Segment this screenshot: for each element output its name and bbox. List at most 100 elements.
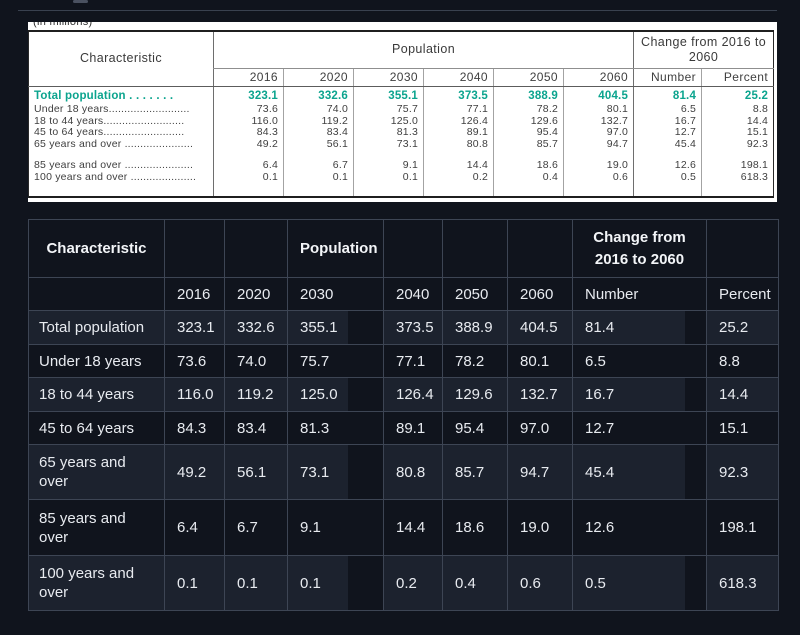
cell: 0.1 — [224, 555, 288, 611]
column-spacer — [347, 444, 384, 500]
column-spacer — [347, 277, 384, 311]
census-row: 65 years and over ......................… — [29, 138, 774, 150]
census-row-label: Under 18 years.......................... — [34, 104, 190, 116]
census-cell: 0.6 — [562, 171, 634, 183]
census-table-image[interactable]: (in millions) Characteristic Population … — [28, 22, 777, 202]
header-empty — [383, 219, 443, 278]
cell: 119.2 — [224, 377, 288, 412]
header-empty — [28, 277, 165, 311]
census-total-label: Total population . . . . . . . — [34, 90, 174, 102]
cell: 94.7 — [507, 444, 573, 500]
table-row: 100 years and over 0.1 0.1 0.1 0.2 0.4 0… — [28, 555, 779, 611]
content-divider — [18, 10, 777, 11]
census-cell: 0.1 — [213, 171, 284, 183]
cell: 129.6 — [442, 377, 508, 412]
col-percent: Percent — [706, 277, 779, 311]
census-header-characteristic: Characteristic — [28, 31, 214, 87]
cell: 132.7 — [507, 377, 573, 412]
row-label: 65 years and over — [28, 444, 165, 500]
cell: 78.2 — [442, 344, 508, 378]
census-cell: 81.4 — [633, 86, 702, 104]
cell: 73.6 — [164, 344, 225, 378]
column-spacer — [347, 310, 384, 345]
cell: 8.8 — [706, 344, 779, 378]
census-cell: 0.4 — [493, 171, 564, 183]
cell: 373.5 — [383, 310, 443, 345]
table-row: 18 to 44 years 116.0 119.2 125.0 126.4 1… — [28, 377, 779, 412]
census-row: 100 years and over .....................… — [29, 171, 774, 183]
census-cell: 49.2 — [213, 138, 284, 150]
census-cell: 9.1 — [353, 160, 424, 172]
census-cell: 89.1 — [423, 127, 494, 139]
census-cell: 78.2 — [493, 104, 564, 116]
census-cell: 126.4 — [423, 115, 494, 127]
census-col-2040: 2040 — [423, 68, 494, 87]
census-cell: 332.6 — [283, 86, 354, 104]
census-cell: 6.4 — [213, 160, 284, 172]
column-spacer — [684, 555, 707, 611]
census-col-2060: 2060 — [562, 68, 634, 87]
row-label: Total population — [28, 310, 165, 345]
cell: 404.5 — [507, 310, 573, 345]
census-cell: 92.3 — [701, 138, 774, 150]
census-cell: 97.0 — [562, 127, 634, 139]
cell: 355.1 — [287, 310, 348, 345]
census-col-percent: Percent — [701, 68, 774, 87]
cell: 6.7 — [224, 499, 288, 556]
table-row: 65 years and over 49.2 56.1 73.1 80.8 85… — [28, 444, 779, 500]
census-cell: 0.1 — [353, 171, 424, 183]
census-cell: 323.1 — [213, 86, 284, 104]
column-spacer — [347, 344, 384, 378]
row-label: 85 years and over — [28, 499, 165, 556]
census-cell: 80.8 — [423, 138, 494, 150]
census-cell: 74.0 — [283, 104, 354, 116]
cell: 388.9 — [442, 310, 508, 345]
col-2020: 2020 — [224, 277, 288, 311]
census-cell: 14.4 — [701, 115, 774, 127]
row-label: 18 to 44 years — [28, 377, 165, 412]
header-change: Change from 2016 to 2060 — [572, 219, 707, 278]
cell: 75.7 — [287, 344, 348, 378]
census-gap-row — [29, 150, 774, 160]
table-row: Total population 323.1 332.6 355.1 373.5… — [28, 310, 779, 345]
column-spacer — [684, 277, 707, 311]
census-table: Characteristic Population Change from 20… — [28, 30, 775, 198]
census-cell: 8.8 — [701, 104, 774, 116]
cell: 83.4 — [224, 411, 288, 445]
column-spacer — [684, 344, 707, 378]
cell: 14.4 — [383, 499, 443, 556]
census-cell: 81.3 — [353, 127, 424, 139]
header-population: Population — [287, 219, 384, 278]
cell: 323.1 — [164, 310, 225, 345]
census-cell: 45.4 — [633, 138, 702, 150]
cell: 74.0 — [224, 344, 288, 378]
cell: 0.4 — [442, 555, 508, 611]
cell: 97.0 — [507, 411, 573, 445]
census-cell: 73.6 — [213, 104, 284, 116]
census-cell: 85.7 — [493, 138, 564, 150]
cell: 73.1 — [287, 444, 348, 500]
cell: 80.1 — [507, 344, 573, 378]
cell: 332.6 — [224, 310, 288, 345]
census-row: 85 years and over ......................… — [29, 160, 774, 172]
cell: 80.8 — [383, 444, 443, 500]
cell: 0.1 — [287, 555, 348, 611]
column-spacer — [347, 555, 384, 611]
census-cell: 0.2 — [423, 171, 494, 183]
col-2040: 2040 — [383, 277, 443, 311]
table-row: Under 18 years 73.6 74.0 75.7 77.1 78.2 … — [28, 344, 779, 378]
cell: 198.1 — [706, 499, 779, 556]
census-row-label: 45 to 64 years.......................... — [34, 127, 185, 139]
census-total-row: Total population . . . . . . . 323.1 332… — [29, 86, 774, 104]
census-cell: 129.6 — [493, 115, 564, 127]
cell: 85.7 — [442, 444, 508, 500]
cell: 0.5 — [572, 555, 685, 611]
census-cell: 84.3 — [213, 127, 284, 139]
col-2050: 2050 — [442, 277, 508, 311]
census-col-2016: 2016 — [213, 68, 284, 87]
header-empty — [164, 219, 225, 278]
census-header-group-row: Characteristic Population Change from 20… — [28, 31, 774, 87]
row-label: 45 to 64 years — [28, 411, 165, 445]
cell: 16.7 — [572, 377, 685, 412]
table-row: 85 years and over 6.4 6.7 9.1 14.4 18.6 … — [28, 499, 779, 556]
